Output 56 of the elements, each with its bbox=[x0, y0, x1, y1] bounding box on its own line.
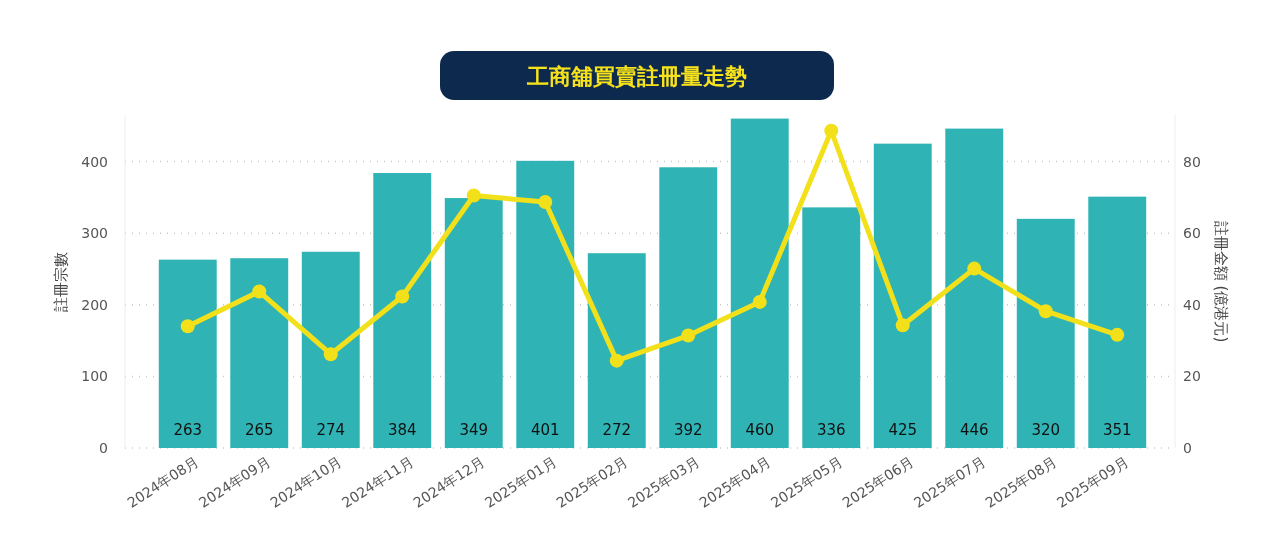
point bbox=[323, 347, 338, 362]
bar bbox=[945, 128, 1004, 448]
data-label: 446 bbox=[959, 421, 989, 439]
y-axis-title: 註冊宗數 bbox=[52, 251, 70, 312]
bar bbox=[730, 118, 789, 448]
data-label: 265 bbox=[244, 421, 274, 439]
y-tick-label: 0 bbox=[99, 440, 108, 456]
data-label: 351 bbox=[1102, 421, 1132, 439]
bar bbox=[587, 253, 646, 448]
data-label: 320 bbox=[1031, 421, 1061, 439]
point bbox=[180, 319, 195, 334]
bar bbox=[659, 167, 718, 448]
data-label: 460 bbox=[745, 421, 775, 439]
bar bbox=[301, 251, 360, 448]
y-tick-label: 100 bbox=[81, 368, 108, 385]
bar bbox=[1088, 196, 1147, 448]
data-label: 263 bbox=[173, 421, 203, 439]
point bbox=[609, 353, 624, 368]
y-tick-label: 300 bbox=[81, 225, 108, 242]
point bbox=[895, 318, 910, 333]
point bbox=[752, 294, 767, 309]
title: 工商舖買賣註冊量走勢 bbox=[440, 51, 834, 100]
bar bbox=[873, 143, 932, 448]
point bbox=[466, 188, 481, 203]
y2-tick-label: 20 bbox=[1183, 368, 1201, 385]
bar bbox=[1016, 218, 1075, 448]
y2-tick-label: 80 bbox=[1183, 153, 1201, 170]
data-label: 336 bbox=[816, 421, 846, 439]
bar bbox=[230, 258, 289, 448]
point bbox=[395, 289, 410, 304]
y2-tick-label: 0 bbox=[1183, 440, 1192, 456]
bar bbox=[158, 259, 217, 448]
point bbox=[252, 284, 267, 299]
y2-tick-label: 60 bbox=[1183, 225, 1201, 242]
data-label: 392 bbox=[673, 421, 703, 439]
data-label: 349 bbox=[459, 421, 489, 439]
point bbox=[681, 328, 696, 343]
point bbox=[1038, 304, 1053, 319]
bar bbox=[373, 173, 432, 448]
y2-axis-title: 註冊金額 (億港元) bbox=[1212, 220, 1230, 343]
bar bbox=[802, 207, 861, 448]
y-tick-label: 200 bbox=[81, 296, 108, 313]
point bbox=[967, 261, 982, 276]
chart-title: 工商舖買賣註冊量走勢 bbox=[526, 64, 747, 89]
data-label: 272 bbox=[602, 421, 632, 439]
data-label: 274 bbox=[316, 421, 346, 439]
bar bbox=[444, 198, 503, 448]
y2-tick-label: 40 bbox=[1183, 296, 1201, 313]
bar bbox=[516, 160, 575, 448]
point bbox=[824, 123, 839, 138]
point bbox=[1110, 327, 1125, 342]
data-label: 425 bbox=[888, 421, 918, 439]
y-tick-label: 400 bbox=[81, 153, 108, 170]
data-label: 401 bbox=[530, 421, 560, 439]
point bbox=[538, 195, 553, 210]
data-label: 384 bbox=[387, 421, 417, 439]
